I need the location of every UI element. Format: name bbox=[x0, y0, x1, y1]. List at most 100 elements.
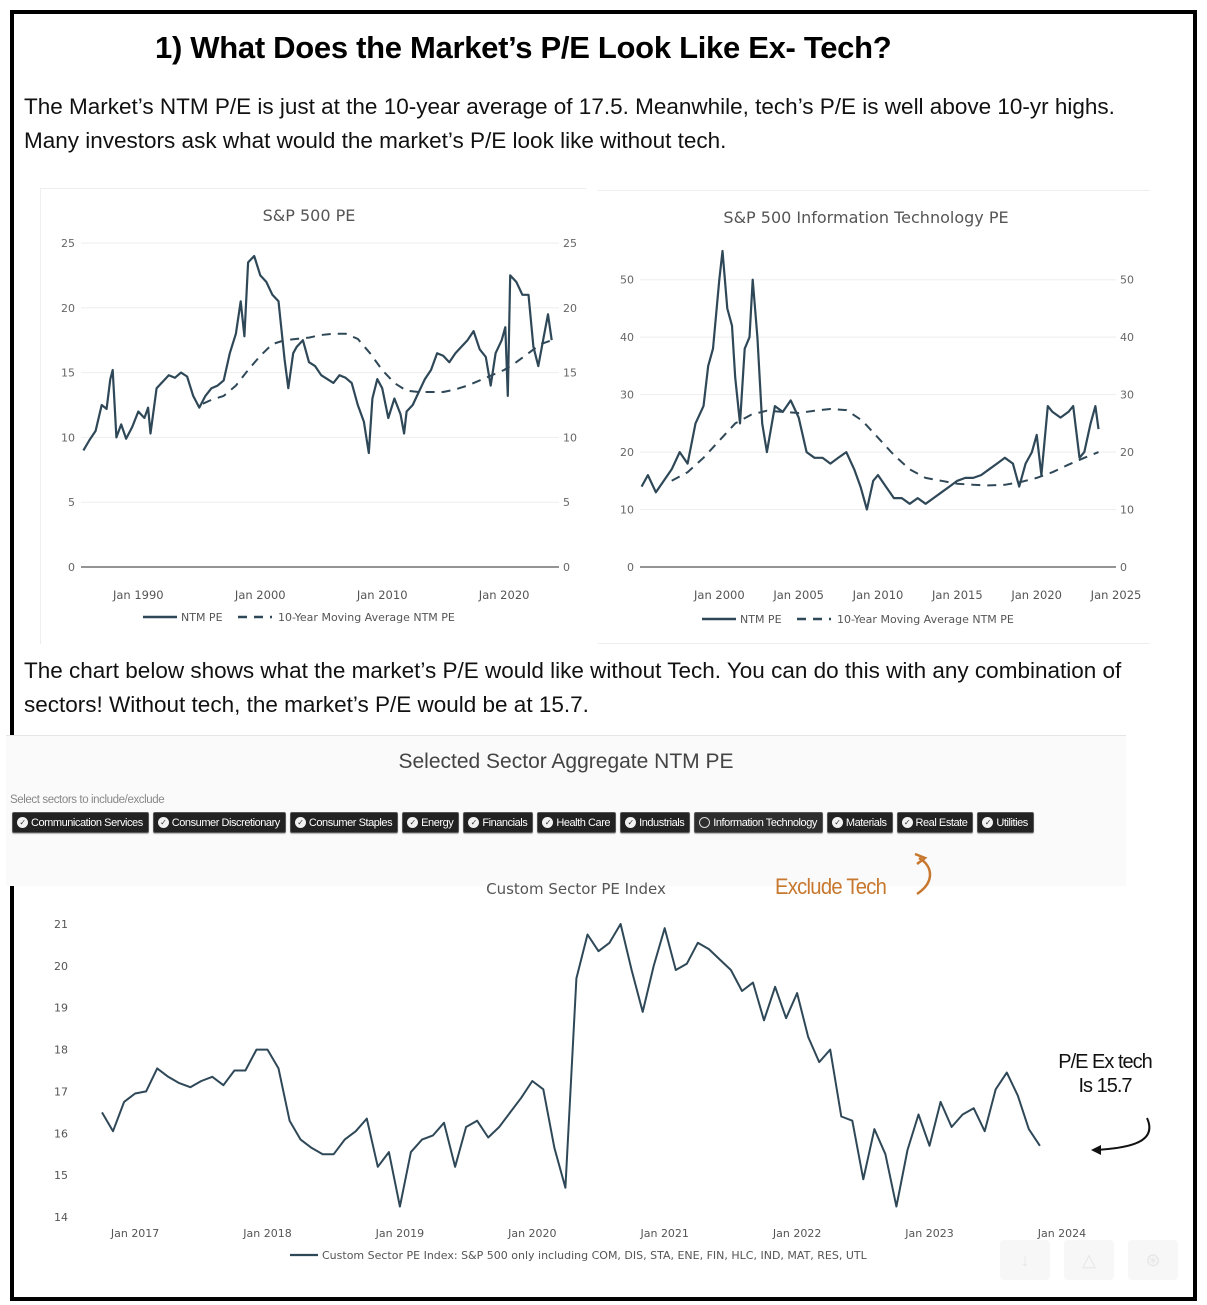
custom-sector-pe-svg: Custom Sector PE Index 14 15 16 17 18 19 20 21 Ja… bbox=[54, 880, 1086, 1262]
chart-title: Custom Sector PE Index bbox=[486, 880, 666, 898]
sector-chip-health-care[interactable]: ✓ Health Care bbox=[537, 812, 617, 833]
y-tick-label-left: 50 bbox=[620, 274, 634, 287]
x-tick-label: Jan 2020 bbox=[478, 588, 530, 602]
sector-chip-industrials[interactable]: ✓ Industrials bbox=[620, 812, 691, 833]
y-tick-label-right: 0 bbox=[1120, 561, 1127, 574]
x-tick-label: Jan 2000 bbox=[693, 588, 745, 602]
x-tick-label: Jan 2020 bbox=[507, 1227, 556, 1240]
x-tick-label: Jan 2021 bbox=[639, 1227, 688, 1240]
y-tick-label-right: 50 bbox=[1120, 274, 1134, 287]
sector-chip-consumer-discretionary[interactable]: ✓ Consumer Discretionary bbox=[152, 812, 286, 833]
sector-hint-label: Select sectors to include/exclude bbox=[10, 794, 165, 806]
camera-icon: △ bbox=[1082, 1249, 1096, 1270]
pe-ex-tech-arrow-icon bbox=[1091, 1117, 1151, 1155]
y-tick-label-left: 0 bbox=[68, 561, 75, 574]
check-circle-icon: ✓ bbox=[901, 817, 913, 828]
custom-sector-pe-chart: Custom Sector PE Index 14 15 16 17 18 19 20 21 Ja… bbox=[14, 872, 1174, 1272]
legend-label: NTM PE bbox=[181, 611, 223, 624]
chart-title: S&P 500 PE bbox=[263, 206, 356, 225]
sector-chip-information-technology[interactable]: Information Technology bbox=[694, 812, 823, 833]
x-tick-label: Jan 2017 bbox=[110, 1227, 159, 1240]
sector-chip-label: Consumer Staples bbox=[308, 816, 393, 829]
y-tick-label-left: 5 bbox=[68, 496, 75, 509]
reset-icon: ⊛ bbox=[1145, 1249, 1161, 1270]
y-tick-label: 19 bbox=[54, 1002, 68, 1015]
y-tick-label-right: 0 bbox=[563, 561, 570, 574]
sector-chip-label: Health Care bbox=[556, 816, 611, 829]
series-line-moving-average bbox=[671, 408, 1099, 487]
y-tick-label: 18 bbox=[54, 1044, 68, 1057]
y-tick-label-right: 5 bbox=[563, 496, 570, 509]
sp500-it-pe-chart: S&P 500 Information Technology PE 0 0 10 10 2… bbox=[598, 190, 1150, 644]
intro-paragraph: The Market’s NTM P/E is just at the 10-y… bbox=[24, 94, 1115, 153]
y-tick-label-left: 10 bbox=[61, 431, 75, 444]
exclude-tech-annotation: Exclude Tech bbox=[775, 874, 887, 899]
sector-chip-label: Consumer Discretionary bbox=[171, 816, 281, 829]
sector-chip-energy[interactable]: ✓ Energy bbox=[402, 812, 460, 833]
y-tick-label-right: 15 bbox=[563, 367, 577, 380]
pe-ex-tech-line2: Is 15.7 bbox=[1078, 1075, 1132, 1097]
y-tick-label-right: 10 bbox=[1120, 504, 1134, 517]
y-tick-label-left: 25 bbox=[61, 237, 75, 250]
y-tick-label-left: 15 bbox=[61, 367, 75, 380]
x-tick-label: Jan 2020 bbox=[1010, 588, 1062, 602]
check-circle-icon: ✓ bbox=[17, 817, 28, 828]
series-line-ntm-pe bbox=[82, 254, 553, 455]
legend-label: NTM PE bbox=[740, 613, 782, 626]
sector-chip-label: Industrials bbox=[639, 816, 685, 829]
sp500-pe-svg: S&P 500 PE 0 0 5 5 10 10 15 15 20 20 25 25 Jan 1990 Ja… bbox=[61, 206, 577, 624]
legend-label: Custom Sector PE Index: S&P 500 only inc… bbox=[322, 1249, 868, 1262]
download-button[interactable]: ↓ bbox=[1000, 1240, 1050, 1280]
sector-chip-financials[interactable]: ✓ Financials bbox=[463, 812, 534, 833]
sector-chip-consumer-staples[interactable]: ✓ Consumer Staples bbox=[289, 812, 399, 833]
sector-chip-list: ✓ Communication Services ✓ Consumer Discret… bbox=[12, 812, 1112, 833]
x-tick-label: Jan 2015 bbox=[931, 588, 983, 602]
x-tick-label: Jan 2024 bbox=[1037, 1227, 1086, 1240]
reset-button[interactable]: ⊛ bbox=[1128, 1240, 1178, 1280]
sector-chip-label: Real Estate bbox=[915, 816, 968, 829]
snapshot-button[interactable]: △ bbox=[1064, 1240, 1114, 1280]
sector-chip-utilities[interactable]: ✓ Utilities bbox=[977, 812, 1034, 833]
y-tick-label: 17 bbox=[54, 1085, 68, 1098]
series-line-ntm-pe bbox=[640, 249, 1100, 511]
series-line-moving-average bbox=[202, 332, 553, 405]
x-tick-label: Jan 2010 bbox=[356, 588, 408, 602]
legend-label: 10-Year Moving Average NTM PE bbox=[278, 611, 455, 624]
y-tick-label-right: 30 bbox=[1120, 389, 1134, 402]
y-tick-label-left: 20 bbox=[61, 302, 75, 315]
sector-chip-materials[interactable]: ✓ Materials bbox=[826, 812, 893, 833]
x-tick-label: Jan 2018 bbox=[242, 1227, 291, 1240]
sector-panel-title: Selected Sector Aggregate NTM PE bbox=[398, 750, 734, 773]
y-tick-label: 21 bbox=[54, 918, 68, 931]
y-tick-label-left: 10 bbox=[620, 504, 634, 517]
sector-chip-real-estate[interactable]: ✓ Real Estate bbox=[896, 812, 974, 833]
second-paragraph: The chart below shows what the market’s … bbox=[24, 658, 1122, 717]
y-tick-label-right: 40 bbox=[1120, 331, 1134, 344]
y-tick-label: 20 bbox=[54, 960, 68, 973]
y-tick-label: 15 bbox=[54, 1169, 68, 1182]
x-tick-label: Jan 2022 bbox=[772, 1227, 821, 1240]
x-tick-label: Jan 2010 bbox=[852, 588, 904, 602]
y-tick-label-left: 30 bbox=[620, 389, 634, 402]
x-tick-label: Jan 2000 bbox=[234, 588, 286, 602]
page-title: 1) What Does the Market’s P/E Look Like … bbox=[155, 30, 892, 65]
pe-ex-tech-annotation: P/E Ex tech Is 15.7 bbox=[1050, 1050, 1160, 1098]
sector-chip-communication-services[interactable]: ✓ Communication Services bbox=[12, 812, 149, 833]
y-tick-label-right: 25 bbox=[563, 237, 577, 250]
check-circle-icon: ✓ bbox=[294, 817, 306, 828]
sp500-it-pe-svg: S&P 500 Information Technology PE 0 0 10 10 2… bbox=[620, 208, 1141, 626]
check-circle-icon: ✓ bbox=[982, 817, 994, 828]
y-tick-label-left: 40 bbox=[620, 331, 634, 344]
sector-chip-label: Communication Services bbox=[31, 816, 143, 829]
check-circle-icon: ✓ bbox=[625, 817, 637, 828]
check-circle-icon: ✓ bbox=[542, 817, 554, 828]
x-tick-label: Jan 2005 bbox=[772, 588, 824, 602]
y-tick-label-right: 10 bbox=[563, 431, 577, 444]
chart-title: S&P 500 Information Technology PE bbox=[723, 208, 1008, 227]
y-tick-label-right: 20 bbox=[563, 302, 577, 315]
y-tick-label-right: 20 bbox=[1120, 446, 1134, 459]
x-tick-label: Jan 2023 bbox=[904, 1227, 953, 1240]
sector-chip-label: Information Technology bbox=[713, 816, 817, 829]
x-tick-label: Jan 2019 bbox=[375, 1227, 424, 1240]
sector-chip-label: Financials bbox=[482, 816, 528, 829]
